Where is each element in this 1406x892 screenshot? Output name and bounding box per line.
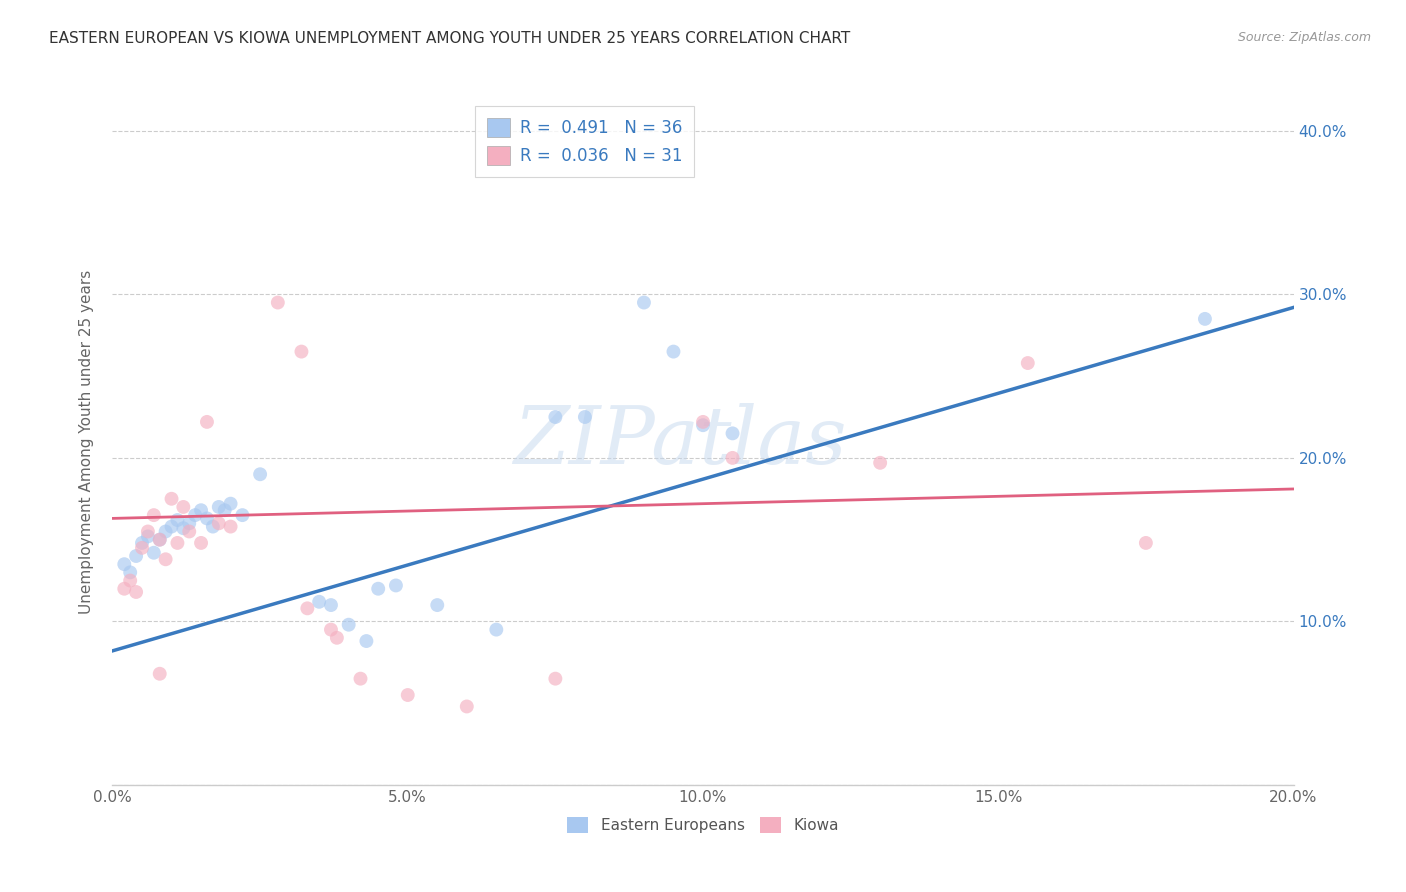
- Point: [319, 598, 342, 612]
- Point: [231, 508, 253, 523]
- Point: [267, 295, 290, 310]
- Point: [349, 672, 371, 686]
- Point: [149, 666, 172, 681]
- Point: [869, 456, 891, 470]
- Point: [662, 344, 685, 359]
- Text: Source: ZipAtlas.com: Source: ZipAtlas.com: [1237, 31, 1371, 45]
- Point: [208, 500, 231, 514]
- Point: [544, 672, 567, 686]
- Point: [396, 688, 419, 702]
- Point: [219, 519, 242, 533]
- Point: [456, 699, 478, 714]
- Point: [308, 595, 330, 609]
- Point: [337, 617, 360, 632]
- Point: [131, 541, 153, 555]
- Point: [179, 524, 201, 539]
- Point: [120, 574, 142, 588]
- Point: [290, 344, 312, 359]
- Point: [326, 631, 349, 645]
- Point: [319, 623, 342, 637]
- Point: [195, 511, 218, 525]
- Point: [131, 536, 153, 550]
- Point: [179, 516, 201, 531]
- Point: [136, 524, 159, 539]
- Point: [142, 508, 165, 523]
- Point: [120, 566, 142, 580]
- Point: [190, 536, 212, 550]
- Point: [136, 529, 159, 543]
- Text: ZIPatlas: ZIPatlas: [513, 403, 846, 480]
- Point: [184, 508, 207, 523]
- Point: [195, 415, 218, 429]
- Point: [190, 503, 212, 517]
- Point: [692, 418, 714, 433]
- Point: [149, 533, 172, 547]
- Point: [160, 519, 183, 533]
- Point: [544, 410, 567, 425]
- Legend: Eastern Europeans, Kiowa: Eastern Europeans, Kiowa: [561, 811, 845, 839]
- Point: [172, 521, 194, 535]
- Point: [721, 450, 744, 465]
- Point: [1017, 356, 1039, 370]
- Point: [633, 295, 655, 310]
- Point: [297, 601, 319, 615]
- Point: [125, 585, 148, 599]
- Point: [160, 491, 183, 506]
- Point: [249, 467, 271, 482]
- Point: [485, 623, 508, 637]
- Point: [574, 410, 596, 425]
- Point: [155, 524, 177, 539]
- Point: [692, 415, 714, 429]
- Point: [155, 552, 177, 566]
- Point: [426, 598, 449, 612]
- Point: [142, 546, 165, 560]
- Point: [166, 513, 188, 527]
- Point: [356, 634, 378, 648]
- Point: [125, 549, 148, 563]
- Point: [172, 500, 194, 514]
- Point: [721, 426, 744, 441]
- Point: [214, 503, 236, 517]
- Point: [149, 533, 172, 547]
- Point: [112, 557, 135, 571]
- Y-axis label: Unemployment Among Youth under 25 years: Unemployment Among Youth under 25 years: [79, 269, 94, 614]
- Point: [1135, 536, 1157, 550]
- Point: [166, 536, 188, 550]
- Point: [208, 516, 231, 531]
- Point: [367, 582, 389, 596]
- Point: [112, 582, 135, 596]
- Point: [385, 578, 408, 592]
- Point: [219, 497, 242, 511]
- Text: EASTERN EUROPEAN VS KIOWA UNEMPLOYMENT AMONG YOUTH UNDER 25 YEARS CORRELATION CH: EASTERN EUROPEAN VS KIOWA UNEMPLOYMENT A…: [49, 31, 851, 46]
- Point: [201, 519, 224, 533]
- Point: [1194, 312, 1216, 326]
